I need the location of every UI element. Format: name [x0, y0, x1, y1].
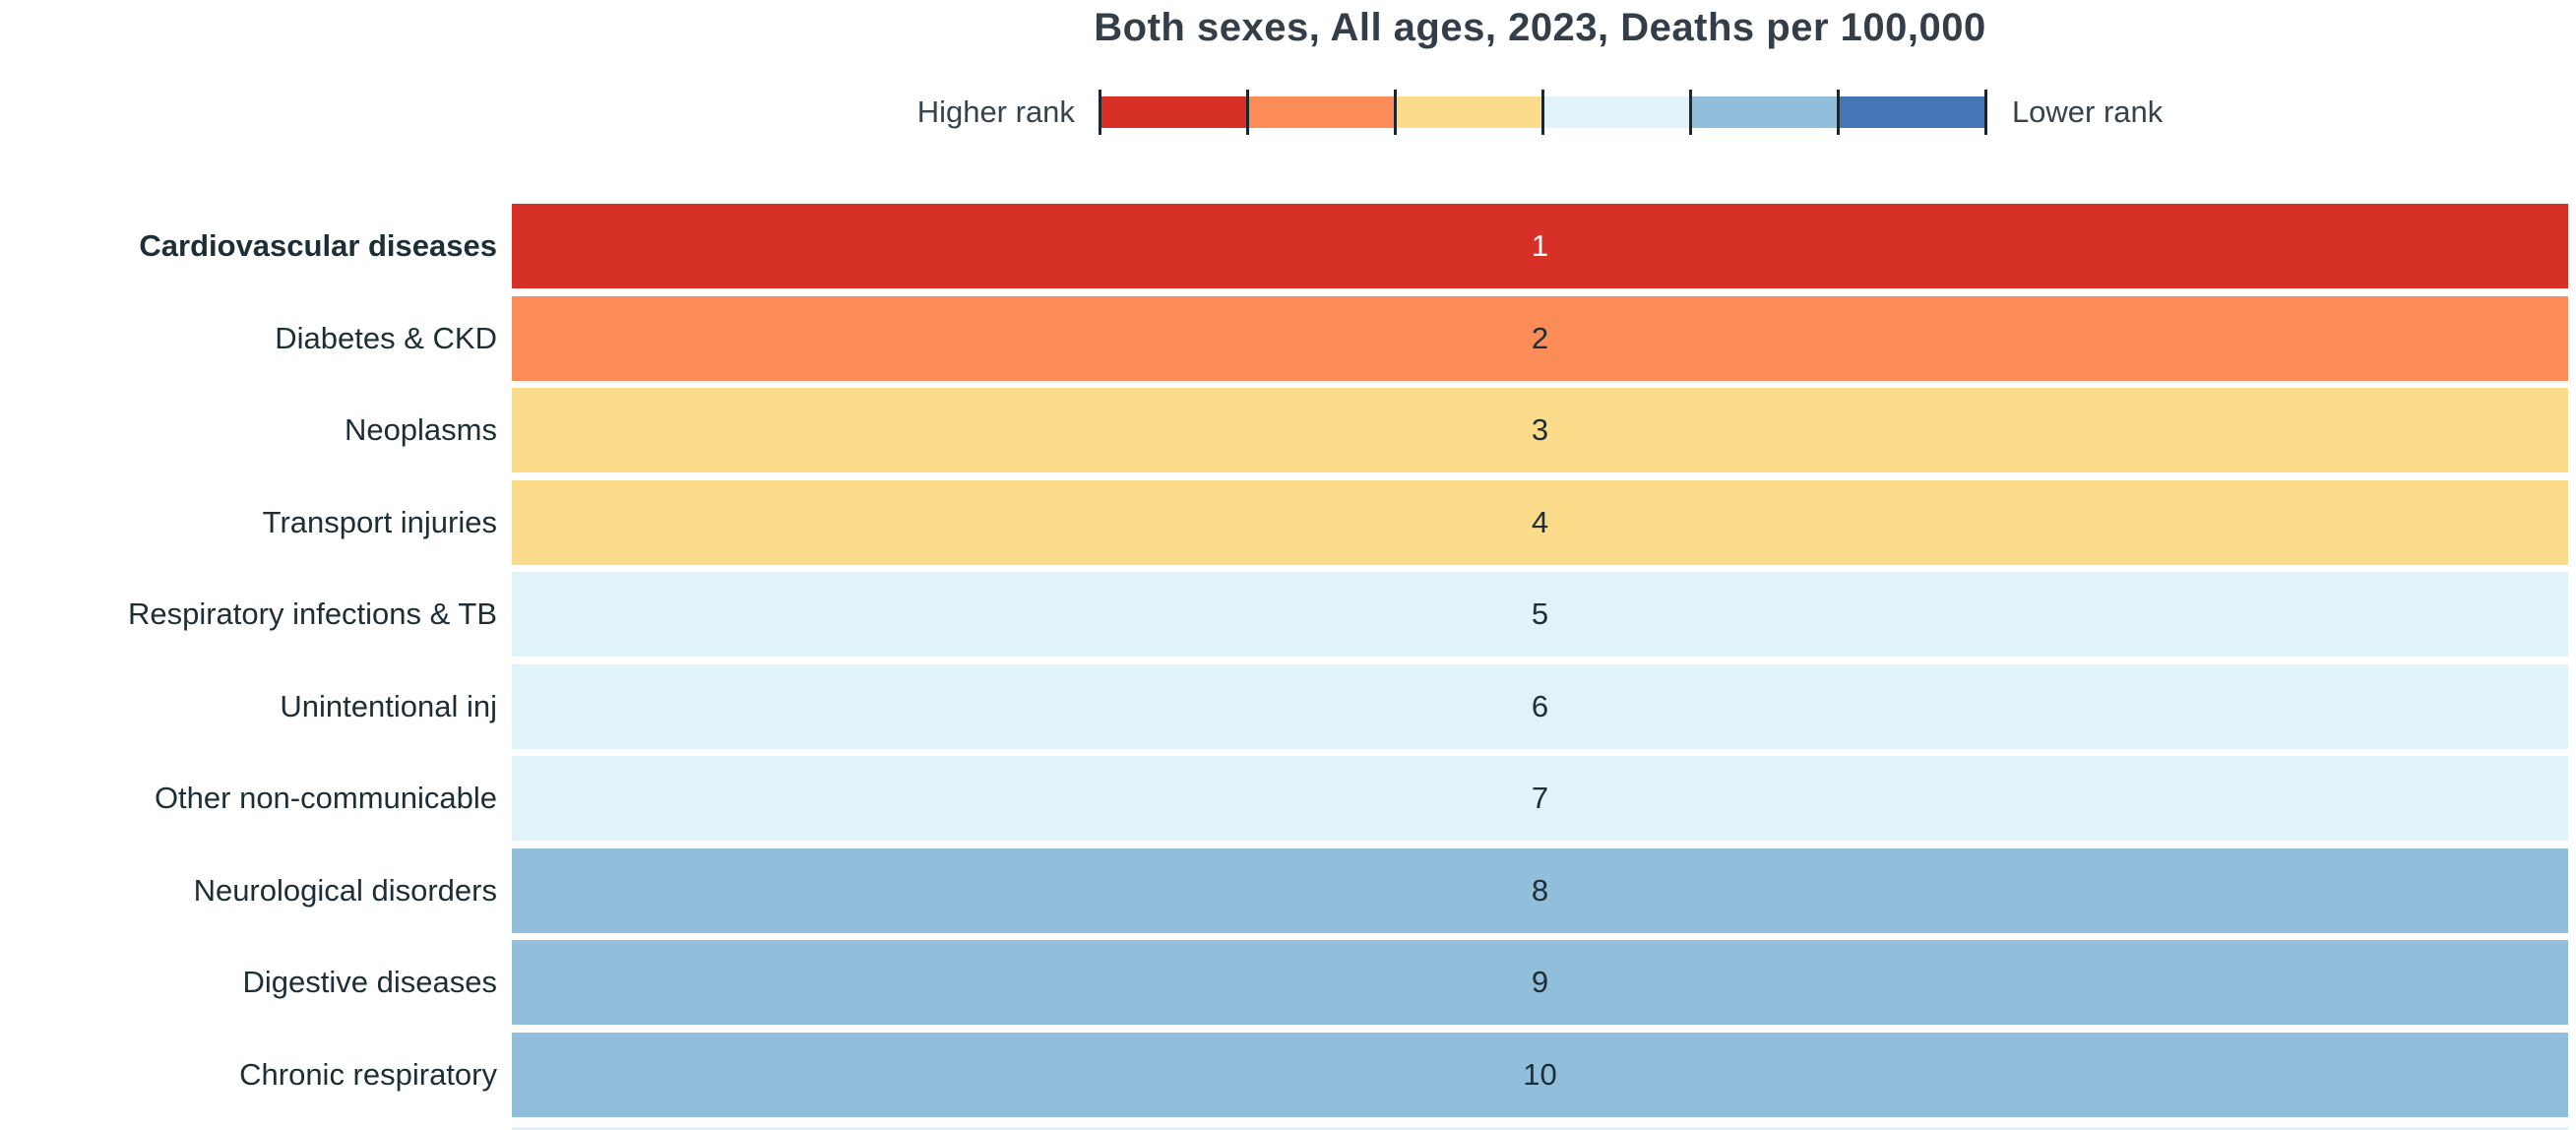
legend-lower-rank-label: Lower rank — [2011, 94, 2164, 129]
rank-row: Unintentional inj 6 — [0, 663, 2576, 749]
cause-label: Unintentional inj — [280, 688, 497, 723]
rank-row: Other non-communicable 7 — [0, 756, 2576, 841]
rank-row: Neurological disorders 8 — [0, 848, 2576, 933]
rank-number: 8 — [1531, 872, 1549, 908]
rank-bar[interactable]: 8 — [512, 848, 2568, 933]
rank-bar[interactable]: 10 — [512, 1032, 2568, 1117]
rank-bar[interactable]: 1 — [512, 204, 2568, 288]
legend-color-segment — [1838, 96, 1986, 128]
rank-number: 1 — [1531, 228, 1549, 263]
cause-label: Digestive diseases — [242, 965, 497, 999]
rank-number: 5 — [1531, 596, 1549, 631]
chart-header: Both sexes, All ages, 2023, Deaths per 1… — [512, 0, 2568, 135]
chart-title: Both sexes, All ages, 2023, Deaths per 1… — [1094, 6, 1986, 49]
rank-row: Transport injuries 4 — [0, 479, 2576, 565]
rank-number: 6 — [1531, 688, 1549, 723]
rank-row: Respiratory infections & TB 5 — [0, 572, 2576, 657]
cause-label: Other non-communicable — [154, 781, 497, 815]
legend-color-segment — [1395, 96, 1543, 128]
rank-bar[interactable]: 7 — [512, 756, 2568, 841]
legend-tick — [1394, 90, 1398, 135]
cause-label: Respiratory infections & TB — [127, 596, 497, 631]
rank-row: Digestive diseases 9 — [0, 940, 2576, 1025]
cause-label: Diabetes & CKD — [275, 320, 497, 355]
next-rank-bar-cutoff — [512, 1127, 2568, 1130]
rank-bar[interactable]: 9 — [512, 940, 2568, 1025]
rank-bar[interactable]: 2 — [512, 295, 2568, 381]
cause-label: Neoplasms — [344, 412, 497, 447]
rank-row: Cardiovascular diseases 1 — [0, 204, 2576, 288]
rank-number: 3 — [1531, 412, 1549, 447]
legend-higher-rank-label: Higher rank — [916, 94, 1075, 129]
legend-tick — [1246, 90, 1250, 135]
rank-number: 10 — [1523, 1056, 1557, 1092]
legend-colorbar — [1099, 90, 1988, 135]
rank-rows: Cardiovascular diseases 1 Diabetes & CKD… — [0, 204, 2576, 1124]
legend-color-segment — [1542, 96, 1691, 128]
rank-bar[interactable]: 4 — [512, 479, 2568, 565]
rank-bar[interactable]: 5 — [512, 572, 2568, 657]
rank-number: 9 — [1531, 965, 1549, 999]
rank-bar[interactable]: 3 — [512, 388, 2568, 472]
rank-number: 7 — [1531, 781, 1549, 815]
cause-label: Cardiovascular diseases — [139, 228, 497, 263]
color-legend: Higher rank Lower rank — [512, 90, 2568, 135]
rank-row: Diabetes & CKD 2 — [0, 295, 2576, 381]
legend-color-segment — [1690, 96, 1839, 128]
legend-color-segment — [1247, 96, 1396, 128]
legend-tick — [1099, 90, 1102, 135]
rank-bar[interactable]: 6 — [512, 663, 2568, 749]
legend-tick — [1984, 90, 1988, 135]
rank-row: Chronic respiratory 10 — [0, 1032, 2576, 1117]
rank-number: 2 — [1531, 320, 1549, 355]
cause-label: Neurological disorders — [193, 872, 497, 908]
legend-tick — [1689, 90, 1693, 135]
cause-label: Chronic respiratory — [239, 1056, 497, 1092]
rank-number: 4 — [1531, 504, 1549, 539]
legend-tick — [1837, 90, 1841, 135]
legend-tick — [1541, 90, 1545, 135]
legend-color-segment — [1100, 96, 1248, 128]
rank-row: Neoplasms 3 — [0, 388, 2576, 472]
cause-label: Transport injuries — [262, 504, 497, 539]
